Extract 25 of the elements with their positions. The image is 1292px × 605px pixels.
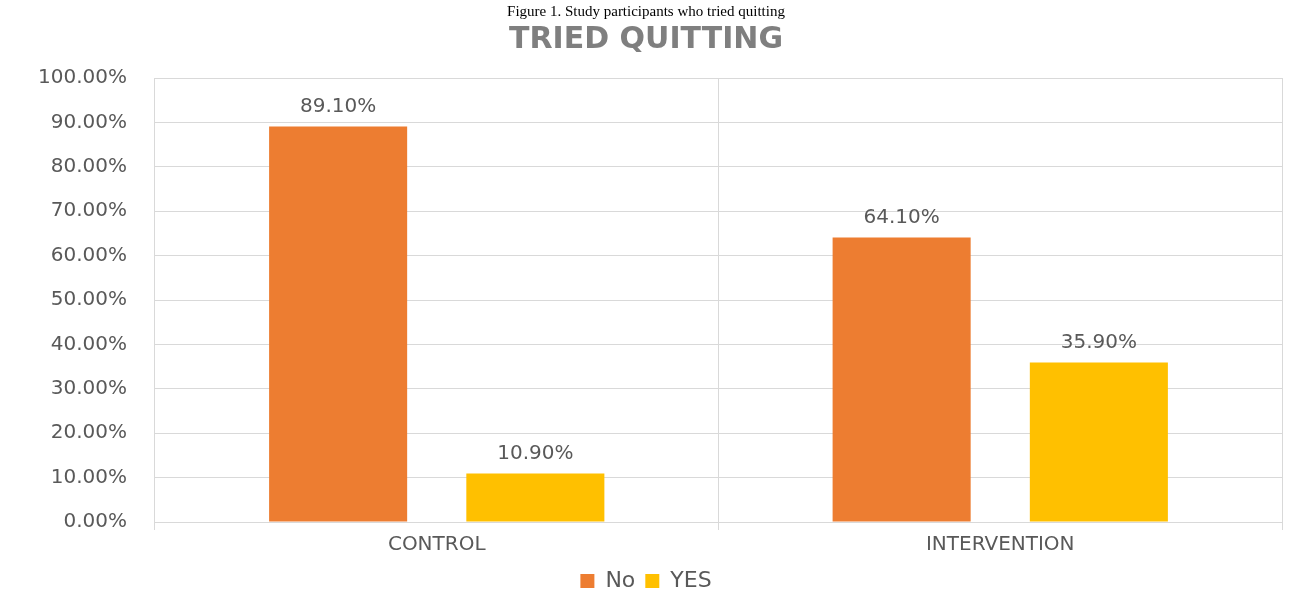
y-tick-label: 80.00% xyxy=(50,153,127,177)
x-tick-label: INTERVENTION xyxy=(925,531,1075,556)
bar xyxy=(832,237,971,522)
x-tick-label: CONTROL xyxy=(387,531,487,556)
y-tick-label: 60.00% xyxy=(50,241,127,266)
data-label: 64.10% xyxy=(863,203,940,228)
bar xyxy=(1029,362,1168,522)
y-tick-label: 40.00% xyxy=(50,330,127,355)
y-tick-label: 30.00% xyxy=(50,375,127,399)
data-label: 35.90% xyxy=(1060,328,1137,353)
y-tick-label: 20.00% xyxy=(50,419,127,444)
chart-title: TRIED QUITTING xyxy=(508,19,784,55)
bar xyxy=(269,126,408,522)
data-label: 89.10% xyxy=(299,92,377,117)
y-tick-label: 70.00% xyxy=(50,197,127,222)
y-tick-label: 100.00% xyxy=(38,64,127,89)
bar xyxy=(466,473,605,522)
y-tick-label: 10.00% xyxy=(50,463,127,488)
legend-label: No xyxy=(605,566,636,592)
data-label: 10.90% xyxy=(497,439,574,464)
y-tick-label: 0.00% xyxy=(63,508,127,533)
legend-label: YES xyxy=(669,566,712,592)
y-tick-label: 90.00% xyxy=(50,108,127,133)
y-tick-label: 50.00% xyxy=(50,286,127,311)
caption: Figure 1. Study participants who tried quitting xyxy=(507,3,785,19)
